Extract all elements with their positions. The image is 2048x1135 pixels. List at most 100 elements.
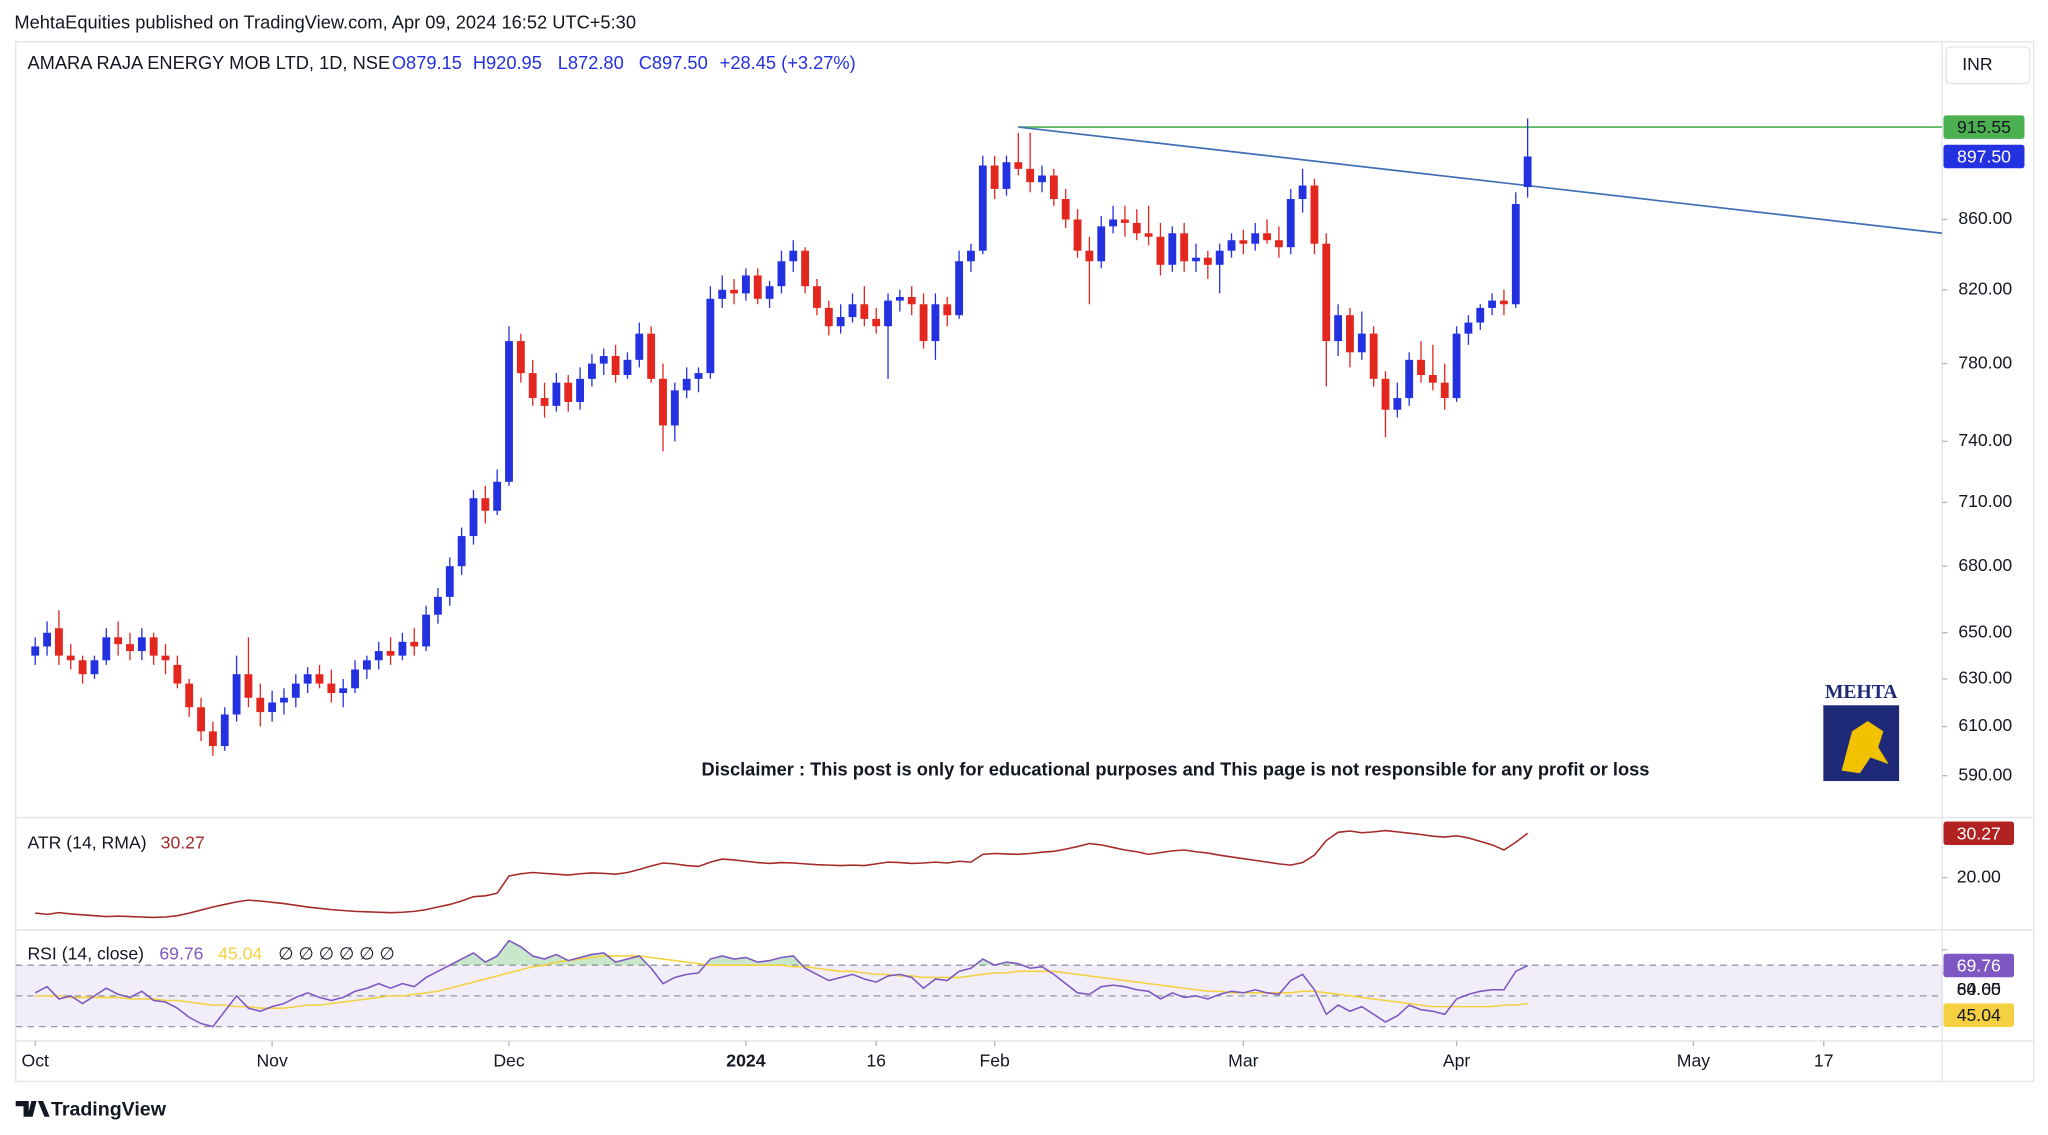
candle-body [185,683,194,708]
candle-body [694,373,703,379]
candle-body [114,637,123,645]
candle-body [327,683,336,694]
candle-body [1192,257,1200,262]
candle-body [1274,240,1283,248]
chart-frame [15,41,2035,1083]
currency-button[interactable] [1945,46,2031,85]
candle-body [931,304,940,342]
candle-body [303,674,312,684]
ohlc-change: +28.45 (+3.27%) [720,52,856,73]
price-tick-label: 740.00 [1958,430,2012,450]
candle-body [860,304,869,319]
candle-body [540,398,549,406]
candle-body [635,333,644,360]
trendline [1018,126,1943,235]
candle-body [718,289,727,299]
time-tick-label: May [1677,1051,1710,1071]
candle-body [706,298,715,374]
footer-brand: TradingView [51,1098,167,1120]
publish-header: MehtaEquities published on TradingView.c… [14,11,636,32]
rsi-tick-label: 64.65 [1957,979,2001,999]
candle-body [1215,250,1224,265]
candle-body [623,359,632,376]
candle-body [990,165,999,189]
candle-body [1440,382,1449,399]
candle-body [1061,199,1070,220]
candle-body [670,390,679,426]
candle-body [599,356,608,364]
rsi-ma-line [35,955,1528,1009]
currency[interactable]: INR [1962,54,1992,74]
candle-body [434,596,442,615]
candle-body [493,481,502,511]
candle-body [481,498,490,511]
tv-logo-icon [15,1101,50,1117]
candle-body [161,655,170,661]
hline-badge-bg [1943,115,2025,139]
candle-body [848,304,857,318]
atr-legend-value: 30.27 [161,832,205,852]
time-tick-label: Oct [22,1051,50,1071]
disclaimer: Disclaimer : This post is only for educa… [702,758,1650,779]
rsi-legend: RSI (14, close) [27,943,144,963]
candle-body [978,165,987,251]
candle-body [445,566,454,597]
candle-body [410,641,419,647]
candle-body [1488,300,1497,308]
candle-body [469,498,478,537]
candle-body [647,333,656,379]
candle-body [256,697,265,713]
candle-body [872,318,881,327]
candle-body [836,317,845,327]
rsi-na-values: ∅ ∅ ∅ ∅ ∅ ∅ [278,943,395,963]
candle-body [66,655,75,661]
candle-body [1002,162,1011,189]
rsi-badge-bg [1943,953,2015,978]
candle-body [789,250,798,262]
candle-body [351,669,359,689]
candle-body [1239,240,1248,244]
rsi-badge: 69.76 [1957,956,2001,976]
price-tick-label: 780.00 [1958,352,2012,372]
candle-body [1263,233,1271,241]
candle-body [244,674,253,698]
candle-body [1381,378,1390,410]
candle-body [564,382,573,402]
rsi-overbought-fill [449,940,1023,966]
candle-body [1464,322,1473,334]
candle-body [1014,162,1023,169]
candle-body [1109,219,1117,227]
candle-body [943,304,952,316]
price-tick-label: 630.00 [1958,668,2012,688]
candle-body [967,250,975,262]
candle-body [1369,333,1378,379]
candle-body [1393,398,1402,410]
candle-body [208,731,217,747]
candle-body [291,683,300,698]
time-tick-label: Nov [256,1051,288,1071]
hline-badge: 915.55 [1957,117,2011,137]
candle-body [1405,359,1414,399]
candle-body [552,382,561,406]
last-price-badge-bg [1943,144,2025,169]
candle-body [268,702,277,713]
candle-body [55,628,63,656]
candle-body [1428,375,1437,383]
candle-body [824,307,833,327]
candle-body [1298,185,1307,200]
rsi-tick-label: 80.00 [1957,979,2001,999]
candle-body [1334,315,1343,342]
price-tick-label: 710.00 [1958,491,2012,511]
candle-body [1523,156,1532,187]
candle-body [386,651,395,656]
candle-body [398,641,407,656]
candle-body [1251,233,1260,244]
price-tick-label: 680.00 [1958,555,2012,575]
candle-body [516,341,525,374]
candle-body [1357,333,1366,353]
candle-body [1097,226,1106,262]
candle-body [78,660,87,675]
atr-tick-label: 20.00 [1957,866,2001,886]
candle-body [1417,359,1425,376]
